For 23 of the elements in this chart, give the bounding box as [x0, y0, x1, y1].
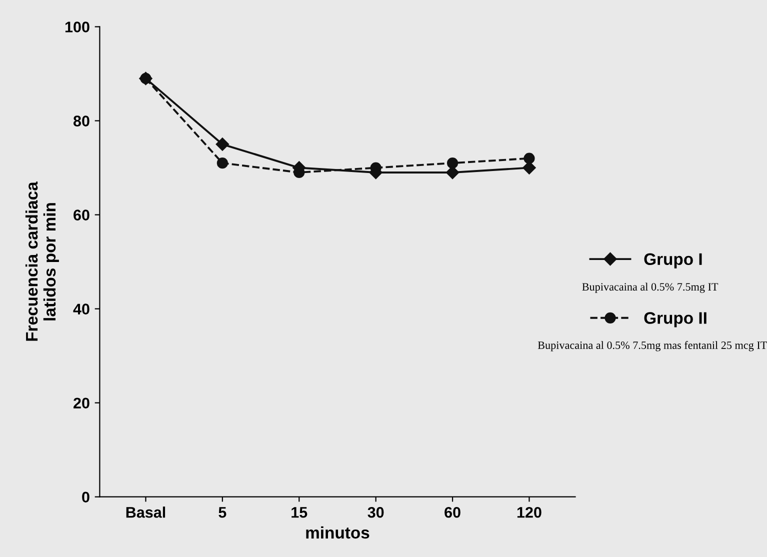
point — [216, 138, 230, 151]
y-tick-label: 80 — [73, 116, 90, 126]
x-tick-label: 120 — [517, 506, 542, 518]
y-tick-label: 0 — [82, 492, 90, 503]
x-axis-title: minutos — [306, 526, 370, 539]
y-tick-label: 40 — [73, 304, 90, 314]
legend-label: Grupo II — [644, 312, 706, 328]
y-tick-label: 60 — [74, 210, 90, 220]
y-tick-label: 100 — [65, 22, 90, 32]
point — [446, 158, 458, 169]
legend-label: Grupo I — [644, 253, 702, 268]
point — [524, 152, 535, 164]
x-tick-label: 30 — [368, 506, 384, 518]
point — [216, 158, 228, 169]
x-tick-label: 15 — [292, 507, 308, 518]
x-tick-label: 60 — [444, 506, 460, 518]
annotation: Bupivacaina al 0.5% 7.5mg mas fentanil 25 mcg IT — [538, 341, 767, 352]
x-tick-label: Basal — [126, 506, 166, 518]
x-tick-label: 5 — [218, 507, 226, 518]
y-tick-label: 20 — [74, 398, 90, 409]
y-axis-title: Frecuencia cardiaca latidos por min — [25, 182, 59, 341]
text: Bupivacaina al 0.5% 7.5mg IT — [582, 282, 718, 293]
point — [522, 161, 536, 174]
